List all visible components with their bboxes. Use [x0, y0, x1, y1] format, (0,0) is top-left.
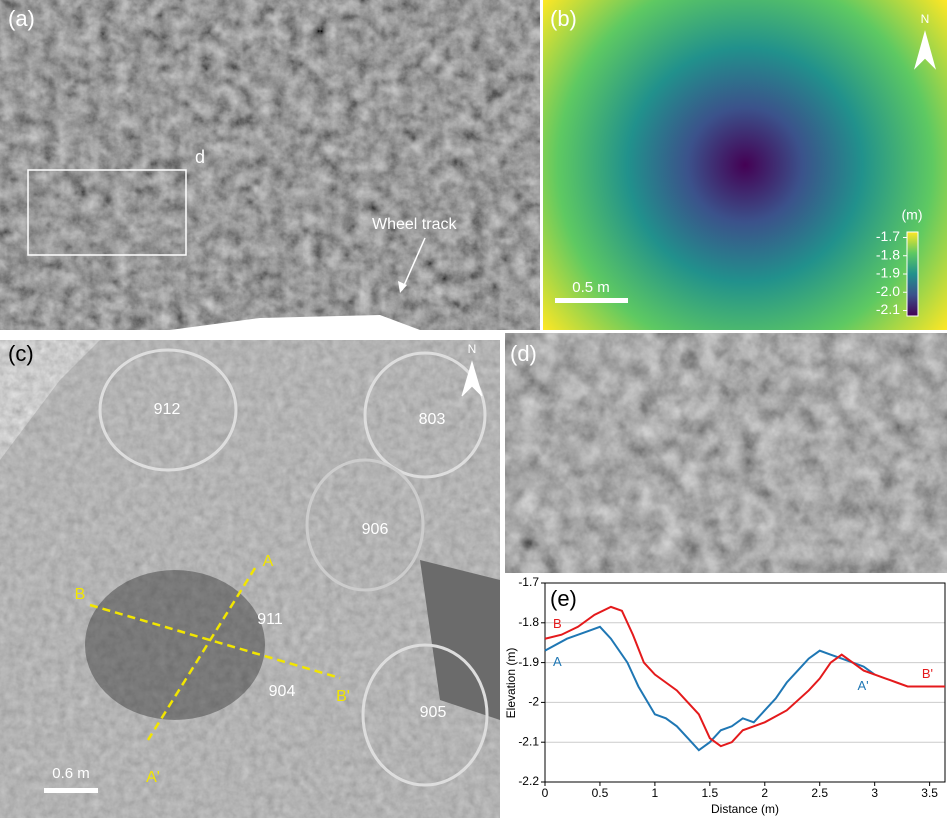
figure: d Wheel track (a) (b) N 0.5 m (m) (c) N …	[0, 0, 947, 818]
colorbar-tick-label: -1.7	[876, 228, 900, 244]
panel-label: (b)	[550, 6, 577, 31]
site-label: 906	[362, 521, 389, 538]
panel-e: (e) Distance (m) Elevation (m) -1.7 -1.8 -…	[504, 573, 947, 818]
scale-bar	[44, 788, 98, 793]
x-tick-label: 0.5	[592, 786, 609, 800]
x-tick-label: 2	[761, 786, 768, 800]
panel-label: (e)	[550, 586, 577, 611]
site-label: 912	[154, 401, 181, 418]
series-end-label: B'	[922, 666, 933, 681]
colorbar-tick-label: -1.8	[876, 246, 900, 262]
x-tick-label: 3	[871, 786, 878, 800]
colorbar-tick-label: -1.9	[876, 265, 900, 281]
photo	[0, 0, 540, 330]
x-tick-label: 0	[542, 786, 549, 800]
panel-label: (d)	[510, 341, 537, 366]
x-tick-label: 2.5	[811, 786, 828, 800]
y-tick-label: -2.1	[518, 734, 539, 748]
y-tick-label: -1.9	[518, 655, 539, 669]
x-tick-label: 1	[652, 786, 659, 800]
scale-bar	[555, 298, 628, 303]
series-end-label: A'	[858, 678, 869, 693]
crater	[85, 570, 265, 720]
profile-end-label: A	[263, 553, 274, 570]
photo	[505, 333, 947, 573]
panel-label: (a)	[8, 6, 35, 31]
panel-d: (d)	[505, 333, 947, 573]
panel-a: d Wheel track (a)	[0, 0, 540, 330]
series-label: A	[553, 654, 562, 669]
colorbar	[907, 232, 918, 316]
site-label: 911	[257, 611, 283, 628]
box-label: d	[195, 147, 205, 167]
profile-end-label: B	[75, 586, 86, 603]
site-label: 904	[269, 683, 296, 700]
y-axis-label: Elevation (m)	[504, 648, 518, 719]
series-label: B	[553, 616, 562, 631]
x-axis-label: Distance (m)	[711, 802, 779, 816]
x-tick-label: 3.5	[921, 786, 938, 800]
colorbar-tick-label: -2.1	[876, 301, 900, 317]
panel-c: (c) N 0.6 m 912 803 906 911 904 905 A A' B B'	[0, 333, 500, 818]
colorbar-tick-label: -2.0	[876, 283, 900, 299]
panel-label: (c)	[8, 341, 34, 366]
scale-label: 0.5 m	[572, 279, 610, 296]
y-tick-label: -1.8	[518, 615, 539, 629]
y-tick-label: -1.7	[518, 575, 539, 589]
annotation: Wheel track	[372, 216, 457, 233]
site-label: 803	[419, 411, 446, 428]
x-tick-label: 1.5	[701, 786, 718, 800]
y-tick-label: -2.2	[518, 774, 539, 788]
site-label: 905	[420, 704, 447, 721]
scale-label: 0.6 m	[52, 765, 90, 782]
y-tick-label: -2	[528, 695, 539, 709]
colorbar-unit: (m)	[902, 207, 923, 223]
compass-n: N	[921, 12, 930, 26]
profile-end-label: A'	[146, 769, 160, 786]
compass-n: N	[468, 342, 477, 356]
profile-end-label: B'	[336, 688, 350, 705]
